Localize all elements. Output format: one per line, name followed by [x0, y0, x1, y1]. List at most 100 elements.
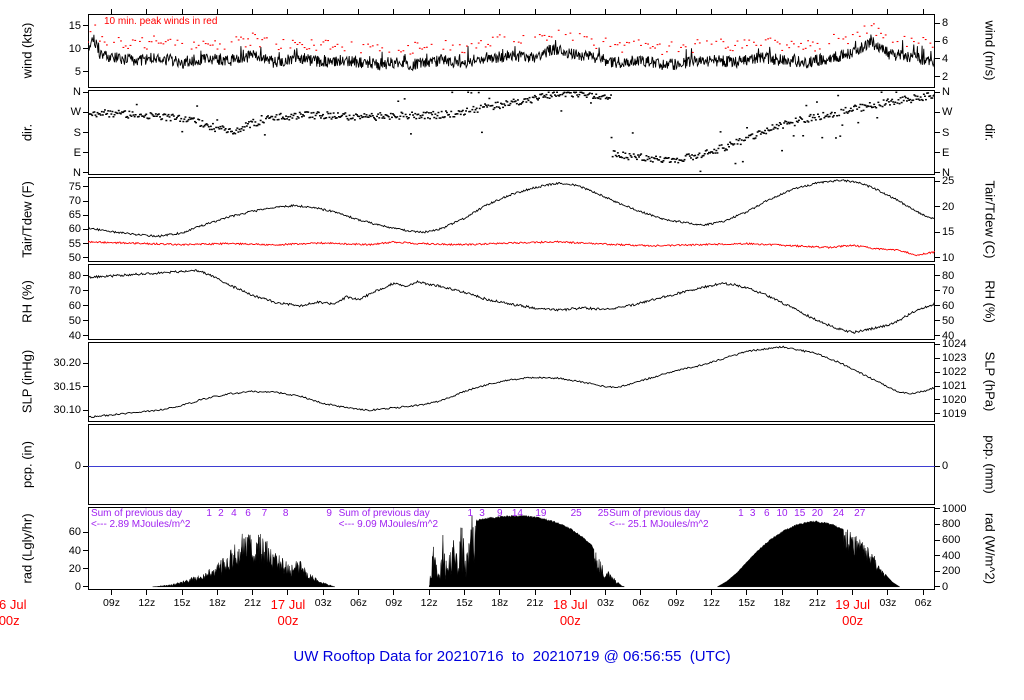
y-tick-mark [935, 357, 940, 359]
y-tick-mark [935, 111, 940, 113]
y-tick-label: 2 [942, 70, 949, 83]
x-tick-label: 12z [703, 597, 720, 609]
rad-sum-annotation-line1: Sum of previous day [609, 508, 701, 519]
y-tick-label: 20 [942, 200, 955, 213]
x-tick-mark [146, 9, 148, 14]
y-tick-mark [83, 228, 88, 230]
rad-cumulative-number: 6 [245, 508, 251, 519]
panel-rad [88, 507, 935, 590]
x-tick-mark [781, 9, 783, 14]
y-tick-mark [83, 275, 88, 277]
y-tick-label: 40 [942, 329, 955, 342]
x-tick-mark [710, 9, 712, 14]
y-tick-label: 1000 [942, 502, 967, 515]
air_temperature_f-series [88, 179, 935, 238]
y-tick-mark [83, 48, 88, 50]
y-tick-mark [935, 413, 940, 415]
x-tick-label: 09z [103, 597, 120, 609]
y-tick-label: 30.20 [53, 357, 81, 370]
y-tick-label: 1023 [942, 352, 967, 365]
rad-cumulative-number: 9 [326, 508, 332, 519]
y-tick-label: N [942, 86, 950, 99]
x-tick-mark [922, 590, 924, 595]
y-tick-label: 8 [942, 17, 949, 30]
y-tick-label: N [73, 166, 81, 179]
x-tick-label: 06z [350, 597, 368, 609]
y-tick-mark [935, 275, 940, 277]
rad-sum-annotation-line2: <--- 9.09 MJoules/m^2 [338, 519, 439, 530]
x-tick-label: 21z [526, 597, 544, 609]
panel-slp-plot [88, 345, 935, 419]
y-tick-mark [83, 186, 88, 188]
x-tick-mark [252, 590, 254, 595]
y-tick-label: 40 [68, 544, 81, 557]
y-tick-mark [83, 305, 88, 307]
y-tick-label: 60 [68, 526, 81, 539]
y-tick-label: 25 [942, 175, 955, 188]
y-tick-mark [935, 508, 940, 510]
x-tick-mark [216, 590, 218, 595]
panel-temp-plot [88, 179, 935, 257]
x-tick-mark [111, 9, 113, 14]
y-tick-mark [935, 305, 940, 307]
relative_humidity_pct-series [88, 269, 935, 334]
rad-sum-annotation-line1: Sum of previous day [90, 508, 183, 519]
x-tick-label: 18z [491, 597, 509, 609]
y-tick-mark [935, 22, 940, 24]
y-tick-mark [83, 243, 88, 245]
x-tick-label: 12z [420, 597, 438, 609]
rad-cumulative-number: 25 [597, 508, 609, 519]
x-tick-label: 21z [244, 597, 262, 609]
rad-sum-annotation-line2: <--- 25.1 MJoules/m^2 [609, 519, 709, 530]
rad-cumulative-number: 1 [206, 508, 212, 519]
panel-pcp [88, 424, 935, 505]
y-tick-mark [935, 335, 940, 337]
x-tick-label: 03z [597, 597, 615, 609]
y-tick-mark [83, 91, 88, 93]
y-tick-mark [83, 550, 88, 552]
y-tick-label: 200 [942, 565, 961, 578]
y-tick-label: 30.15 [53, 380, 81, 393]
y-tick-label: 50 [942, 314, 955, 327]
x-date-label: 19 Jul [835, 597, 870, 612]
x-date-label-hour: 00z [559, 613, 581, 628]
x-tick-mark [393, 9, 395, 14]
rad-cumulative-number: 14 [511, 508, 523, 519]
x-tick-mark [111, 590, 113, 595]
x-tick-mark [358, 9, 360, 14]
y-tick-mark [935, 555, 940, 557]
y-tick-mark [935, 152, 940, 154]
panel-dir [88, 90, 935, 175]
y-tick-label: 1022 [942, 366, 967, 379]
x-tick-mark [534, 9, 536, 14]
x-tick-mark [675, 590, 677, 595]
x-tick-mark [181, 9, 183, 14]
x-tick-label: 03z [314, 597, 332, 609]
y-tick-label: 80 [942, 269, 955, 282]
x-tick-mark [569, 590, 571, 595]
wind_direction_deg-series [88, 91, 935, 173]
y-tick-label: 15 [942, 226, 955, 239]
x-tick-mark [569, 9, 571, 14]
x-tick-label: 21z [808, 597, 826, 609]
rad-cumulative-number: 8 [282, 508, 289, 519]
y-tick-mark [935, 385, 940, 387]
panel-slp [88, 342, 935, 422]
y-tick-label: 30.10 [53, 404, 81, 417]
axis-title-left-pcp: pcp. (in) [19, 440, 35, 488]
panel-rh [88, 264, 935, 340]
y-tick-mark [83, 152, 88, 154]
chart-title: UW Rooftop Data for 20210716 to 20210719… [293, 648, 731, 665]
y-tick-label: 4 [942, 52, 949, 65]
y-tick-label: 80 [68, 269, 81, 282]
y-tick-mark [83, 409, 88, 411]
y-tick-label: 600 [942, 534, 961, 547]
y-tick-mark [83, 111, 88, 113]
peak_wind_10min_kts-series [88, 23, 934, 55]
x-tick-label: 06z [632, 597, 650, 609]
x-tick-label: 15z [455, 597, 473, 609]
rad-cumulative-number: 19 [535, 508, 547, 519]
axis-title-right-slp: SLP (hPa) [982, 351, 998, 412]
rad-cumulative-number: 1 [467, 508, 474, 519]
x-tick-mark [816, 9, 818, 14]
